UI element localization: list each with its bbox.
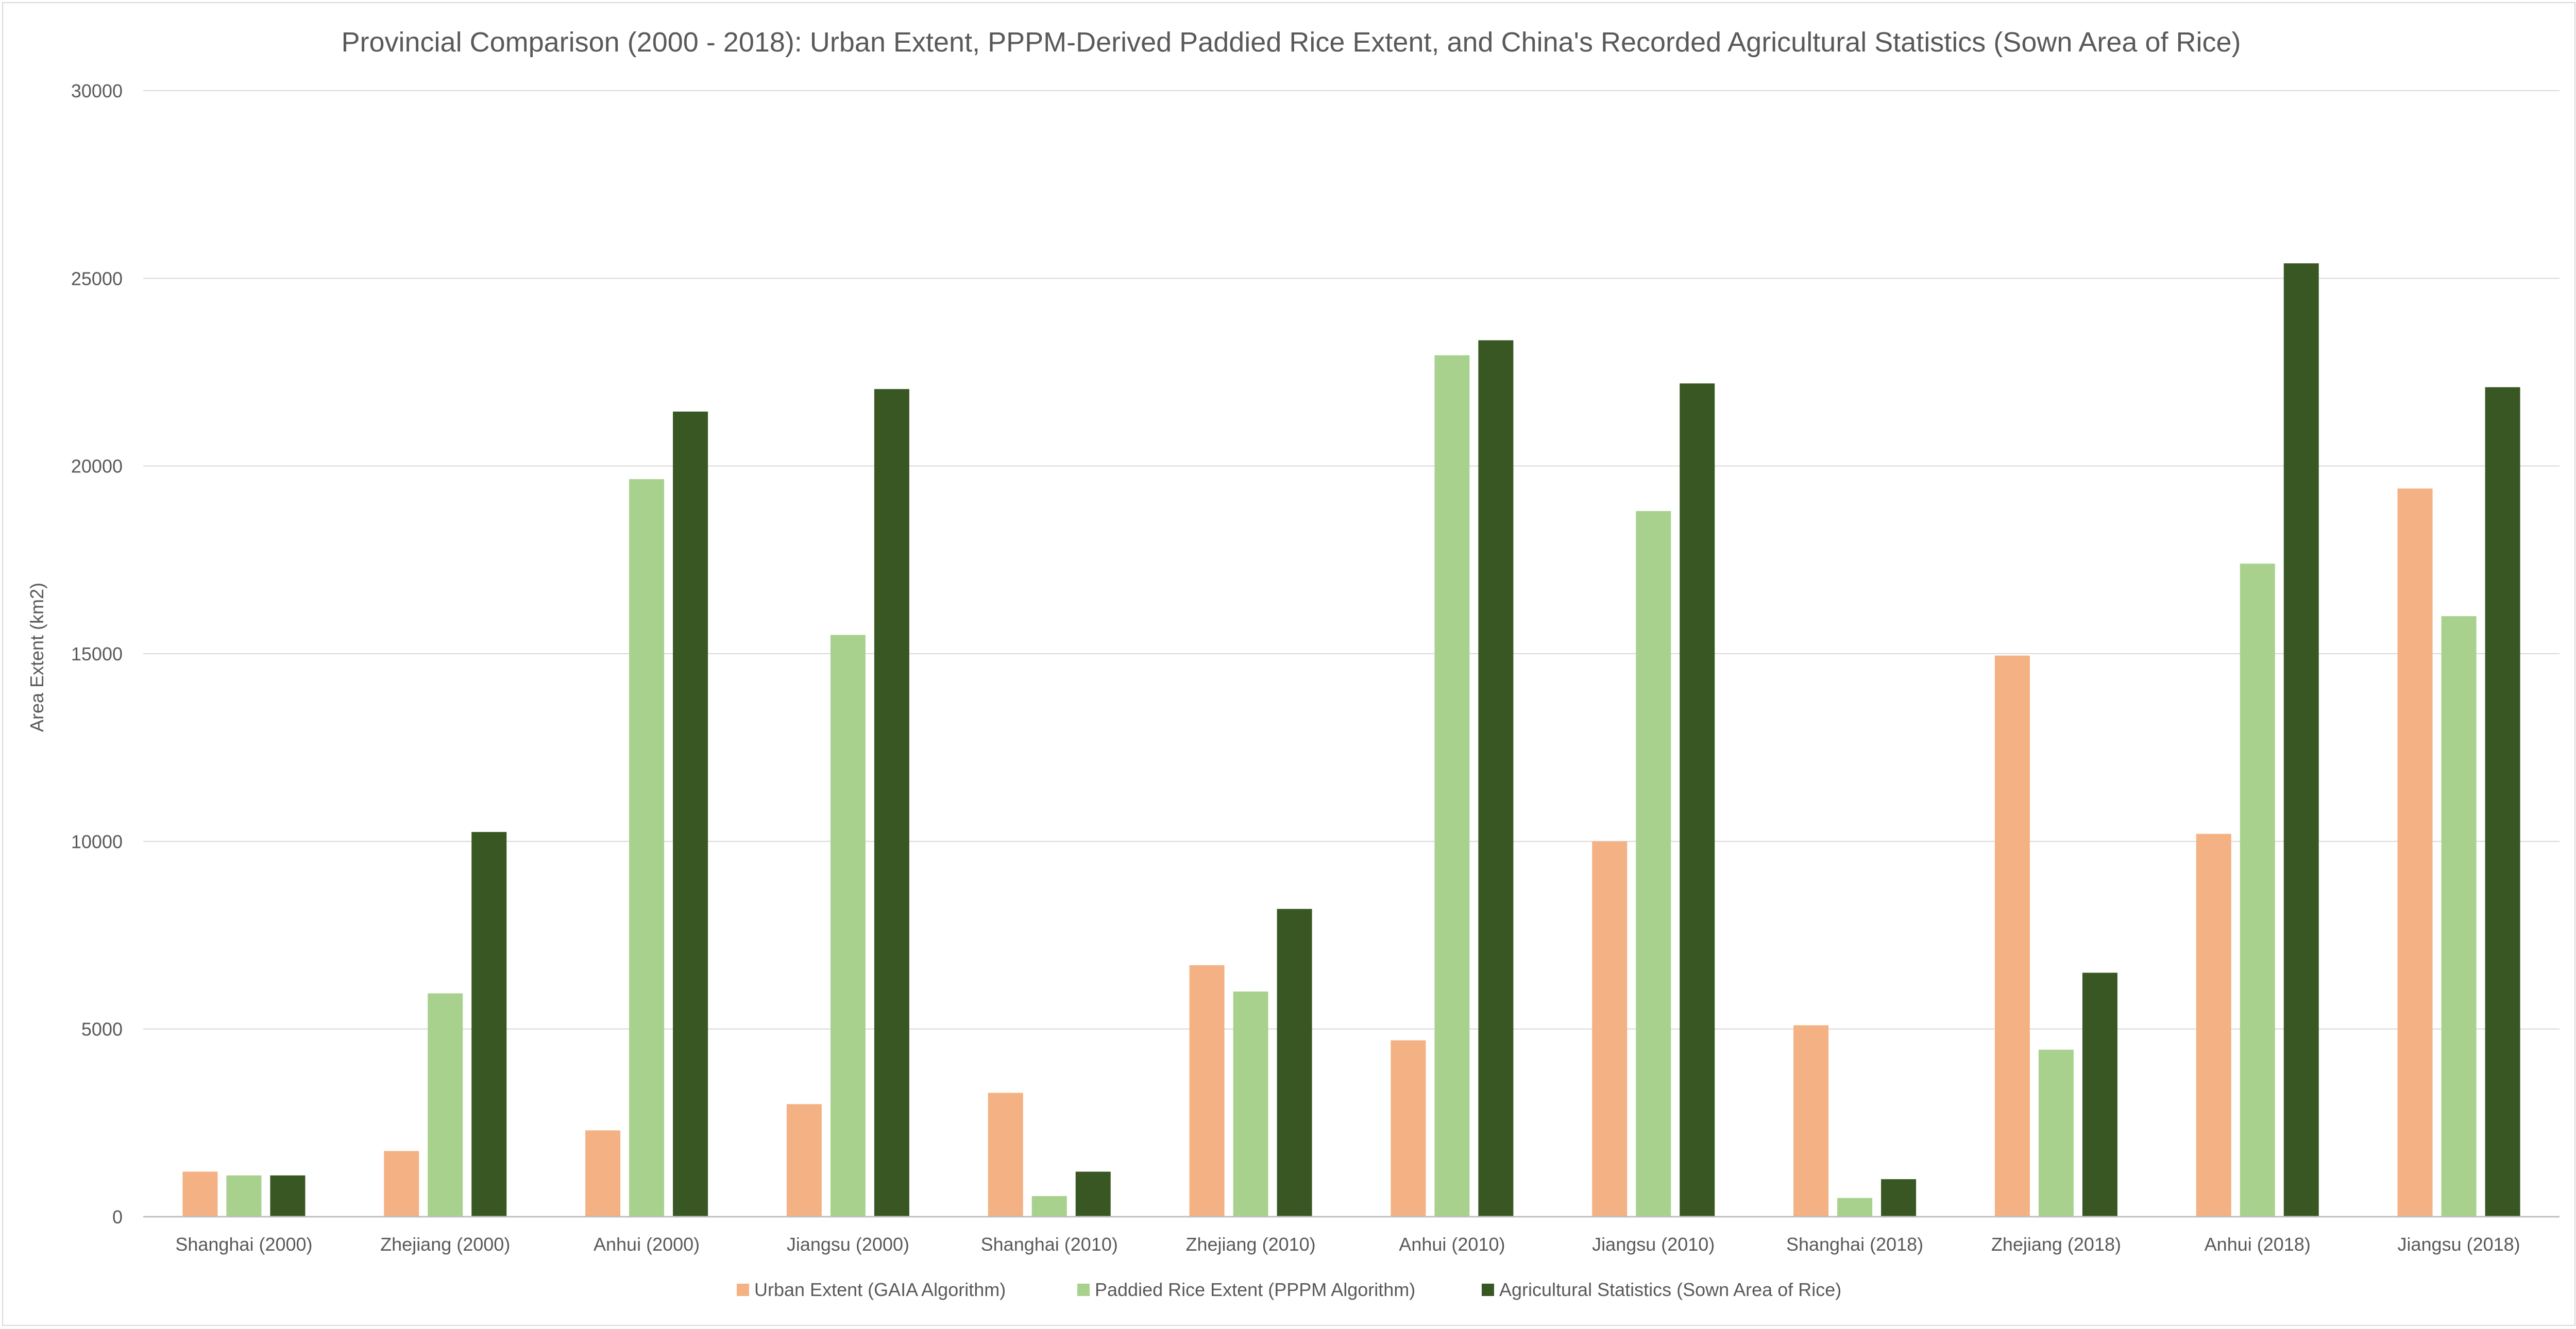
- bar-series-1-8: [1837, 1198, 1873, 1217]
- bar-series-0-11: [2397, 488, 2433, 1217]
- y-tick-label: 30000: [71, 80, 123, 101]
- bar-series-1-2: [629, 479, 665, 1217]
- bar-series-0-7: [1592, 841, 1628, 1217]
- bar-series-1-3: [830, 635, 866, 1217]
- bar-series-1-10: [2240, 564, 2275, 1217]
- bar-series-2-5: [1277, 909, 1312, 1217]
- bar-series-0-1: [384, 1151, 419, 1217]
- bar-series-0-6: [1391, 1040, 1426, 1217]
- x-axis-ticks: Shanghai (2000) Zhejiang (2000) Anhui (200…: [175, 1234, 2520, 1255]
- bar-series-2-1: [471, 832, 507, 1217]
- y-tick-label: 15000: [71, 643, 123, 664]
- legend-label-1: Paddied Rice Extent (PPPM Algorithm): [1095, 1279, 1415, 1300]
- bar-series-2-9: [2082, 973, 2117, 1217]
- bar-series-2-8: [1881, 1179, 1917, 1217]
- bar-series-1-0: [226, 1175, 262, 1217]
- legend-swatch-0: [737, 1284, 749, 1296]
- legend-swatch-1: [1077, 1284, 1090, 1296]
- legend-label-0: Urban Extent (GAIA Algorithm): [754, 1279, 1006, 1300]
- bar-series-0-10: [2196, 833, 2231, 1217]
- bar-series-0-3: [786, 1104, 822, 1217]
- y-tick-label: 5000: [81, 1019, 123, 1040]
- bar-series-2-10: [2283, 263, 2319, 1217]
- x-tick-label: Jiangsu (2000): [787, 1234, 909, 1255]
- x-tick-label: Anhui (2018): [2205, 1234, 2311, 1255]
- bar-series-2-7: [1680, 383, 1715, 1217]
- bar-series-2-4: [1075, 1171, 1111, 1217]
- legend: Urban Extent (GAIA Algorithm) Paddied Ric…: [737, 1279, 1841, 1300]
- x-tick-label: Zhejiang (2018): [1991, 1234, 2121, 1255]
- legend-swatch-2: [1482, 1284, 1494, 1296]
- bar-series-2-2: [673, 412, 708, 1217]
- x-tick-label: Anhui (2010): [1399, 1234, 1505, 1255]
- bar-series-0-2: [585, 1130, 621, 1217]
- y-axis-ticks: 0 5000 10000 15000 20000 25000 30000: [71, 80, 123, 1228]
- bar-series-2-0: [270, 1175, 306, 1217]
- gridlines: [143, 90, 2560, 1030]
- x-tick-label: Zhejiang (2000): [380, 1234, 510, 1255]
- bar-series-2-11: [2485, 387, 2520, 1217]
- bar-chart: Provincial Comparison (2000 - 2018): Urb…: [26, 27, 2560, 1300]
- bar-series-2-3: [874, 389, 909, 1217]
- bar-series-1-5: [1233, 991, 1268, 1217]
- bar-series-0-9: [1994, 655, 2030, 1217]
- bar-series-0-5: [1189, 965, 1225, 1217]
- x-tick-label: Zhejiang (2010): [1185, 1234, 1315, 1255]
- bar-series-1-9: [2038, 1049, 2074, 1217]
- y-tick-label: 0: [112, 1206, 123, 1228]
- bar-series-1-11: [2441, 616, 2477, 1217]
- x-tick-label: Jiangsu (2018): [2398, 1234, 2520, 1255]
- bar-series-1-7: [1636, 511, 1671, 1217]
- bar-series-0-4: [988, 1093, 1023, 1217]
- x-tick-label: Shanghai (2000): [175, 1234, 312, 1255]
- y-tick-label: 20000: [71, 456, 123, 477]
- x-tick-label: Anhui (2000): [594, 1234, 700, 1255]
- y-axis-title: Area Extent (km2): [26, 583, 47, 732]
- y-tick-label: 25000: [71, 268, 123, 289]
- bar-series-0-0: [182, 1171, 218, 1217]
- x-tick-label: Shanghai (2018): [1786, 1234, 1923, 1255]
- chart-title: Provincial Comparison (2000 - 2018): Urb…: [341, 27, 2241, 58]
- bar-series-1-4: [1031, 1196, 1067, 1217]
- x-tick-label: Jiangsu (2010): [1592, 1234, 1715, 1255]
- bar-series-1-6: [1434, 355, 1470, 1217]
- bar-series-2-6: [1478, 340, 1514, 1217]
- legend-label-2: Agricultural Statistics (Sown Area of Ri…: [1499, 1279, 1841, 1300]
- bar-series-1-1: [428, 993, 463, 1217]
- bar-series-0-8: [1793, 1025, 1829, 1217]
- bars: [182, 263, 2520, 1217]
- x-tick-label: Shanghai (2010): [981, 1234, 1118, 1255]
- y-tick-label: 10000: [71, 831, 123, 852]
